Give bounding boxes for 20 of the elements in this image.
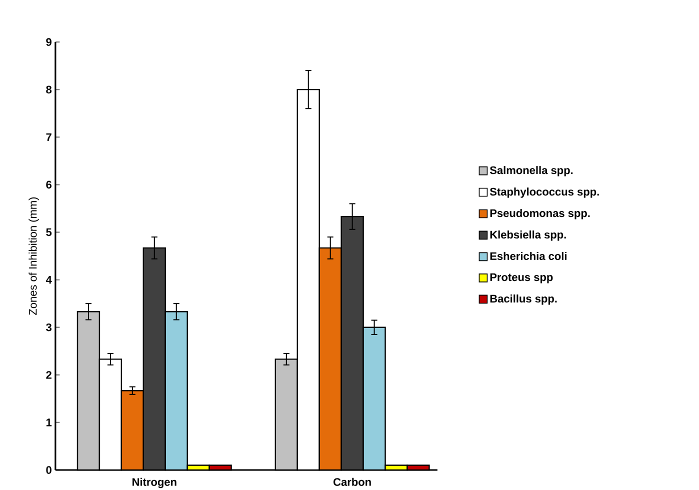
y-tick-label: 8 (46, 86, 52, 94)
y-tick-label: 5 (46, 228, 52, 236)
legend-label: Proteus spp (490, 273, 553, 284)
y-tick-label: 9 (46, 38, 52, 46)
x-tick-label: Carbon (334, 478, 371, 486)
legend-label: Salmonella spp. (490, 166, 573, 176)
legend-label: Klebsiella spp. (490, 230, 566, 241)
y-tick-label: 4 (46, 276, 52, 284)
legend-label: Staphylococcus spp. (490, 188, 599, 198)
y-tick-label: 1 (46, 418, 52, 426)
legend-label: Pseudomonas spp. (490, 209, 590, 220)
y-tick-label: 3 (46, 323, 52, 332)
y-tick-label: 2 (46, 371, 52, 379)
x-tick-label: Nitrogen (132, 478, 176, 488)
legend-label: Bacillus spp. (490, 294, 557, 305)
legend-label: Esherichia coli (490, 252, 566, 260)
y-tick-label: 6 (46, 180, 52, 189)
y-tick-label: 7 (46, 133, 52, 141)
y-tick-label: 0 (46, 466, 52, 474)
y-axis-title: Zones of Inhibition (mm) (28, 197, 39, 315)
